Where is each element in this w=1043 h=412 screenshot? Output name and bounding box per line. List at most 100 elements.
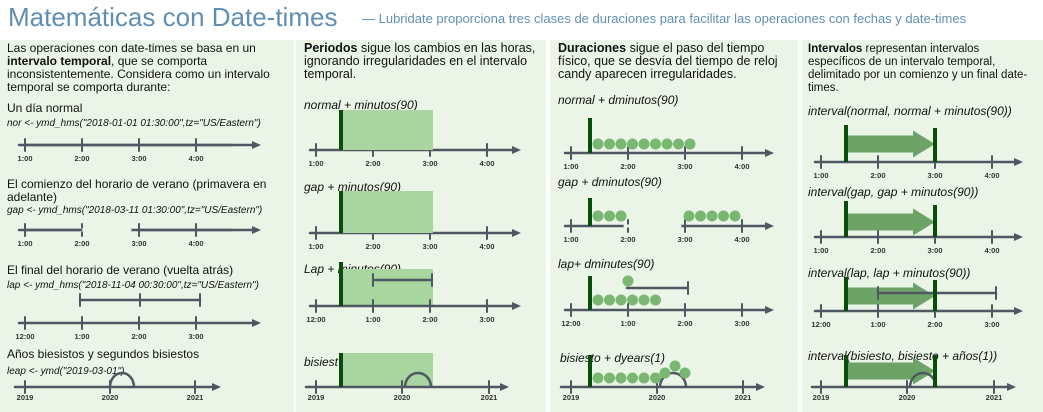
- c4-gap-tick-label: 1:00: [813, 246, 828, 255]
- c4-gap-tick-label: 4:00: [984, 246, 999, 255]
- c1-normal-tick-label: 1:00: [17, 154, 32, 163]
- c1-gap-tick-label: 1:00: [17, 239, 32, 248]
- c3-gap-dot: [729, 210, 741, 222]
- c1-normal-tick-label: 3:00: [131, 154, 146, 163]
- c4-lap-tick-label: 1:00: [870, 320, 885, 329]
- panel-intro: Las operaciones con date-times se basa e…: [0, 40, 294, 412]
- c2-gap-tick-label: 4:00: [479, 242, 494, 251]
- c3-normal-dot: [615, 138, 627, 150]
- c4-lap-end: [933, 280, 937, 311]
- page-title: Matemáticas con Date-times: [8, 2, 338, 32]
- c1-gap-tick-label: 2:00: [74, 239, 89, 248]
- c3-normal-tick-label: 1:00: [563, 162, 578, 171]
- c4-lap-axis-arrow: [1014, 307, 1023, 315]
- c2-normal-period-box: [341, 110, 433, 150]
- c4-normal-start: [844, 125, 848, 162]
- c3-normal-tick-label: 4:00: [734, 162, 749, 171]
- c3-gap-dot: [706, 210, 718, 222]
- c2-lap-tick-label: 2:00: [422, 315, 437, 324]
- c3-normal-dot: [627, 138, 638, 150]
- page-subtitle: — Lubridate proporciona tres clases de d…: [362, 11, 967, 26]
- c3-normal-dot: [592, 138, 604, 150]
- c4-gap-end: [933, 205, 937, 237]
- c1-leap-tick-label: 2019: [17, 393, 34, 402]
- c3-leap-dot: [592, 372, 604, 384]
- c1-lap-tick-label: 3:00: [188, 332, 203, 341]
- c3-normal-dot: [604, 138, 615, 150]
- c3-lap-axis-arrow: [765, 306, 774, 314]
- c2-normal-tick-label: 2:00: [365, 159, 380, 168]
- c4-leap-interval-arrow: [846, 357, 935, 385]
- c1-gap-tick-label: 3:00: [131, 239, 146, 248]
- c4-gap-axis-arrow: [1014, 233, 1023, 241]
- c4-gap-start: [844, 201, 848, 237]
- periods-code-normal: normal + minutos(90): [304, 98, 418, 112]
- c2-gap-start: [339, 191, 343, 233]
- c4-gap-tick-label: 2:00: [870, 246, 885, 255]
- c3-leap-dot: [679, 367, 691, 379]
- c3-leap-dot: [669, 360, 681, 372]
- c3-lap-dot: [627, 294, 638, 306]
- c2-normal-tick-label: 4:00: [479, 159, 494, 168]
- c3-lap-dot: [638, 294, 650, 306]
- c3-leap-dot: [615, 372, 627, 384]
- c1-lap-tick-label: 12:00: [15, 332, 34, 341]
- c3-normal-start: [588, 118, 592, 153]
- c3-lap-tick-label: 2:00: [677, 319, 692, 328]
- c3-gap-dot: [604, 210, 615, 222]
- c4-normal-tick-label: 4:00: [984, 171, 999, 180]
- c4-lap-start: [844, 277, 848, 311]
- c3-lap-tick-label: 1:00: [620, 319, 635, 328]
- c2-gap-tick-label: 3:00: [422, 242, 437, 251]
- c1-normal-axis-arrow: [252, 141, 261, 149]
- intervals-code-leap: interval(bisiesto, bisiesto + años(1)): [808, 349, 998, 363]
- c2-normal-tick-label: 1:00: [308, 159, 323, 168]
- c1-leap-tick-label: 2020: [102, 393, 119, 402]
- c4-lap-interval-arrow: [846, 282, 935, 310]
- c3-gap-dot: [718, 210, 729, 222]
- c2-lap-period-box: [341, 269, 433, 306]
- c3-lap-dot: [615, 294, 627, 306]
- intervals-code-normal: interval(normal, normal + minutos(90)): [808, 104, 1012, 118]
- row-code-leap: leap <- ymd("2019-03-01"): [7, 366, 125, 377]
- row-code-normal: nor <- ymd_hms("2018-01-01 01:30:00",tz=…: [7, 118, 261, 129]
- c3-lap-tick-label: 12:00: [561, 319, 580, 328]
- c4-normal-interval-arrow: [846, 130, 935, 158]
- c4-leap-tick-label: 2021: [986, 393, 1003, 402]
- c3-leap-axis-arrow: [756, 383, 765, 391]
- c2-normal-axis-arrow: [512, 146, 521, 154]
- c3-gap-tick-label: 1:00: [563, 235, 578, 244]
- c3-normal-dot: [673, 138, 684, 150]
- c3-leap-dot: [604, 372, 615, 384]
- c3-lap-tick-label: 3:00: [734, 319, 749, 328]
- c3-gap-tick-label: 4:00: [734, 235, 749, 244]
- c2-lap-tick-label: 1:00: [365, 315, 380, 324]
- c1-leap-day-bump: [108, 371, 136, 388]
- c1-lap-tick-label: 1:00: [74, 332, 89, 341]
- c2-lap-start: [339, 262, 343, 306]
- c4-normal-tick-label: 1:00: [813, 171, 828, 180]
- c4-leap-axis-arrow: [1007, 383, 1016, 391]
- c4-lap-tick-label: 2:00: [927, 320, 942, 329]
- c1-normal-tick-label: 2:00: [74, 154, 89, 163]
- c3-normal-dot: [684, 138, 696, 150]
- c3-gap-dot: [695, 210, 706, 222]
- c1-lap-tick-label: 2:00: [131, 332, 146, 341]
- row-title-lap: El final del horario de verano (vuelta a…: [7, 263, 234, 277]
- periods-code-gap: gap + minutos(90): [304, 180, 402, 194]
- c3-normal-axis-arrow: [765, 149, 774, 157]
- c3-gap-tick-label: 3:00: [677, 235, 692, 244]
- c3-gap-start: [588, 198, 592, 226]
- c4-gap-tick-label: 3:00: [927, 246, 942, 255]
- c2-gap-period-box: [341, 191, 433, 233]
- row-title-normal: Un día normal: [7, 101, 83, 115]
- row-title-gap: El comienzo del horario de verano (prima…: [7, 177, 267, 204]
- c3-gap-dot: [592, 210, 604, 222]
- c2-leap-tick-label: 2021: [481, 393, 498, 402]
- c2-lap-tick-label: 12:00: [306, 315, 325, 324]
- c2-leap-tick-label: 2020: [394, 393, 411, 402]
- header: Matemáticas con Date-times — Lubridate p…: [0, 0, 1043, 40]
- c3-gap-tick-label: 2:00: [620, 235, 635, 244]
- c3-gap-dot: [615, 210, 627, 222]
- intro-text: Las operaciones con date-times se basa e…: [7, 41, 270, 94]
